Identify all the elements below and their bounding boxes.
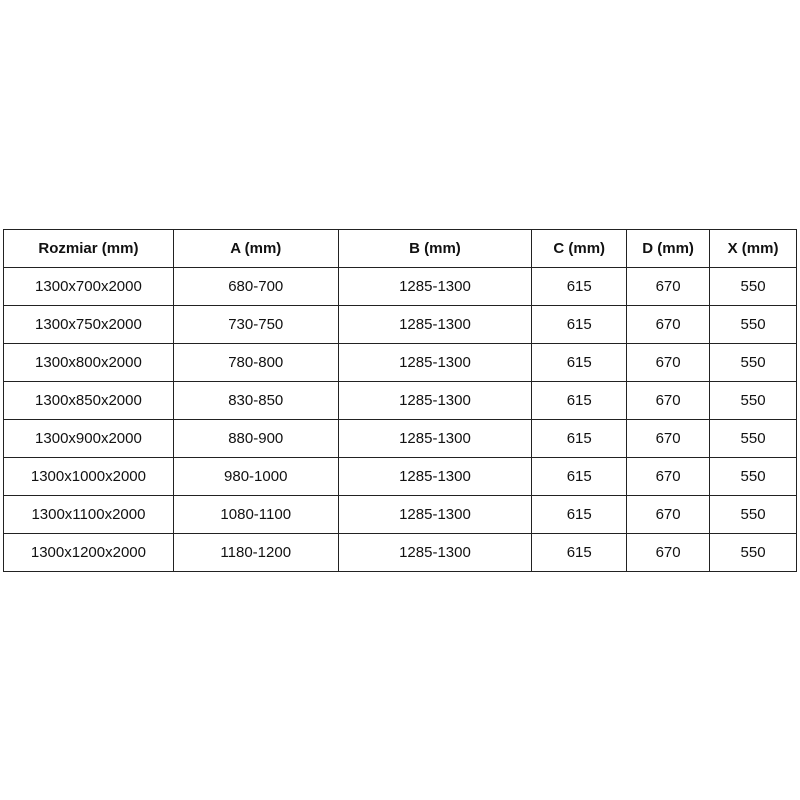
- table-cell: 670: [626, 343, 711, 382]
- table-cell: 670: [626, 495, 711, 534]
- table-cell: 1300x800x2000: [3, 343, 174, 382]
- table-row: 1300x1100x2000 1080-1100 1285-1300 615 670 55…: [3, 495, 797, 534]
- table-cell: 550: [709, 495, 797, 534]
- table-cell: 615: [531, 419, 628, 458]
- table-cell: 1300x900x2000: [3, 419, 174, 458]
- table-cell: 1285-1300: [337, 267, 533, 306]
- table-row: 1300x850x2000 830-850 1285-1300 615 670 550: [3, 381, 797, 420]
- header-row: Rozmiar (mm) A (mm) B (mm) C (mm) D (mm) X (m…: [3, 229, 797, 268]
- table-cell: 1300x750x2000: [3, 305, 174, 344]
- column-header: D (mm): [626, 229, 711, 268]
- table-cell: 615: [531, 305, 628, 344]
- table-row: 1300x1000x2000 980-1000 1285-1300 615 670 550: [3, 457, 797, 496]
- table-cell: 730-750: [172, 305, 339, 344]
- table-cell: 1285-1300: [337, 305, 533, 344]
- table-cell: 615: [531, 495, 628, 534]
- table-cell: 680-700: [172, 267, 339, 306]
- table-cell: 670: [626, 419, 711, 458]
- table-cell: 1285-1300: [337, 457, 533, 496]
- table-row: 1300x800x2000 780-800 1285-1300 615 670 550: [3, 343, 797, 382]
- table-cell: 1285-1300: [337, 343, 533, 382]
- table-row: 1300x700x2000 680-700 1285-1300 615 670 550: [3, 267, 797, 306]
- column-header: C (mm): [531, 229, 628, 268]
- table-cell: 615: [531, 267, 628, 306]
- table-cell: 670: [626, 267, 711, 306]
- table-cell: 550: [709, 305, 797, 344]
- table-row: 1300x1200x2000 1180-1200 1285-1300 615 670 55…: [3, 533, 797, 572]
- table-row: 1300x900x2000 880-900 1285-1300 615 670 550: [3, 419, 797, 458]
- table-cell: 1300x1000x2000: [3, 457, 174, 496]
- table-cell: 780-800: [172, 343, 339, 382]
- table-cell: 615: [531, 457, 628, 496]
- column-header: X (mm): [709, 229, 797, 268]
- table-cell: 1285-1300: [337, 419, 533, 458]
- column-header: A (mm): [172, 229, 339, 268]
- table-cell: 1300x700x2000: [3, 267, 174, 306]
- table-cell: 615: [531, 343, 628, 382]
- table-cell: 670: [626, 457, 711, 496]
- table-cell: 1300x1100x2000: [3, 495, 174, 534]
- table-cell: 670: [626, 533, 711, 572]
- table-cell: 1300x850x2000: [3, 381, 174, 420]
- table-cell: 980-1000: [172, 457, 339, 496]
- dimensions-table: Rozmiar (mm) A (mm) B (mm) C (mm) D (mm) X (m…: [3, 229, 797, 572]
- table-cell: 1080-1100: [172, 495, 339, 534]
- table-cell: 1285-1300: [337, 381, 533, 420]
- column-header: Rozmiar (mm): [3, 229, 174, 268]
- table-cell: 615: [531, 381, 628, 420]
- table-cell: 670: [626, 381, 711, 420]
- table-cell: 550: [709, 267, 797, 306]
- table-cell: 670: [626, 305, 711, 344]
- table-cell: 1285-1300: [337, 495, 533, 534]
- table-cell: 550: [709, 533, 797, 572]
- table-cell: 1300x1200x2000: [3, 533, 174, 572]
- table-row: 1300x750x2000 730-750 1285-1300 615 670 550: [3, 305, 797, 344]
- table-cell: 550: [709, 381, 797, 420]
- table-cell: 1285-1300: [337, 533, 533, 572]
- table-cell: 1180-1200: [172, 533, 339, 572]
- table-cell: 550: [709, 457, 797, 496]
- table-cell: 880-900: [172, 419, 339, 458]
- table-cell: 550: [709, 419, 797, 458]
- table-cell: 830-850: [172, 381, 339, 420]
- table-cell: 615: [531, 533, 628, 572]
- column-header: B (mm): [337, 229, 533, 268]
- table-cell: 550: [709, 343, 797, 382]
